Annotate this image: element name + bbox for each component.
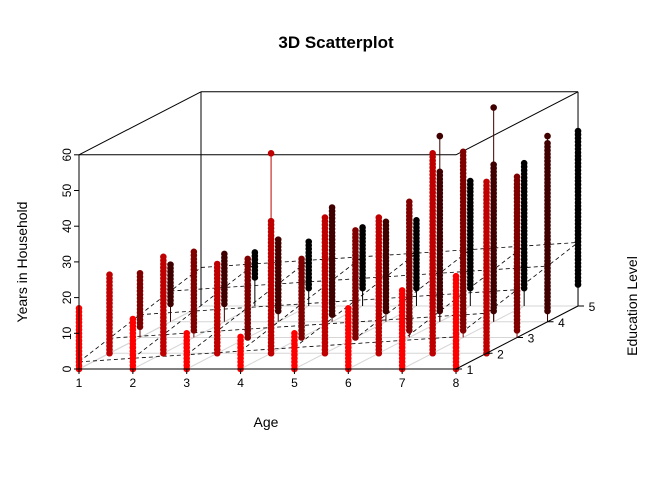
data-point xyxy=(183,330,191,337)
x-axis-label: Age xyxy=(254,414,279,430)
data-point xyxy=(352,227,359,234)
data-point xyxy=(328,204,336,211)
data-point xyxy=(490,104,497,111)
y-tick-label: 2 xyxy=(497,347,504,361)
data-point xyxy=(413,217,420,224)
chart-title: 3D Scatterplot xyxy=(278,33,394,52)
data-point xyxy=(305,238,313,246)
box-edge-top-right xyxy=(455,91,579,156)
data-point xyxy=(129,315,137,323)
z-tick-label: 30 xyxy=(60,255,74,269)
data-point xyxy=(436,132,444,140)
x-tick-label: 8 xyxy=(453,376,460,390)
data-point xyxy=(467,177,474,185)
y-tick-label: 4 xyxy=(558,316,565,330)
data-point xyxy=(520,159,528,167)
data-point xyxy=(237,333,244,341)
data-point xyxy=(167,261,174,268)
x-tick-label: 1 xyxy=(76,376,83,390)
data-point xyxy=(213,260,221,268)
z-tick-label: 0 xyxy=(60,365,74,372)
y-tick-label: 1 xyxy=(467,363,474,377)
regression-plane xyxy=(78,242,579,363)
data-point xyxy=(513,173,521,181)
data-point xyxy=(429,150,436,157)
z-tick-label: 20 xyxy=(60,291,74,305)
data-point xyxy=(459,148,467,156)
data-point xyxy=(244,255,252,263)
data-point xyxy=(251,249,259,256)
data-point xyxy=(452,272,460,280)
data-point xyxy=(160,253,167,261)
x-tick-label: 7 xyxy=(399,376,406,390)
z-tick-label: 40 xyxy=(60,219,74,233)
data-point xyxy=(359,224,366,231)
data-point xyxy=(345,305,352,312)
x-tick-label: 6 xyxy=(345,376,352,390)
data-point xyxy=(267,150,275,157)
data-point xyxy=(221,250,228,258)
x-tick-label: 3 xyxy=(183,376,190,390)
bounding-box xyxy=(78,91,579,370)
data-point xyxy=(483,178,490,186)
z-tick-label: 10 xyxy=(60,326,74,340)
z-tick-label: 50 xyxy=(60,184,74,198)
data-points xyxy=(75,104,582,373)
data-point xyxy=(382,218,390,226)
data-point xyxy=(375,214,383,221)
data-point xyxy=(298,255,305,263)
box-edge-top-left xyxy=(78,91,202,156)
y-tick-label: 5 xyxy=(589,300,596,314)
data-point xyxy=(106,271,113,279)
data-point xyxy=(574,127,582,135)
data-point xyxy=(291,330,298,337)
z-axis-label: Years in Household xyxy=(14,202,30,323)
z-tick-label: 60 xyxy=(60,148,74,162)
data-point xyxy=(544,132,551,140)
y-axis-label: Education Level xyxy=(624,256,640,356)
x-tick-label: 4 xyxy=(237,376,244,390)
data-point xyxy=(136,269,144,277)
data-point xyxy=(190,248,198,256)
y-tick-label: 3 xyxy=(528,332,535,346)
data-point xyxy=(321,214,329,221)
x-tick-label: 5 xyxy=(291,376,298,390)
axis-ticks: 1 2 3 4 5 6 7 8 0 10 20 30 40 50 60 1 2 3 4 5 xyxy=(60,148,596,390)
data-point xyxy=(406,198,413,206)
data-point xyxy=(398,287,406,294)
data-point xyxy=(274,236,282,243)
x-tick-label: 2 xyxy=(130,376,137,390)
